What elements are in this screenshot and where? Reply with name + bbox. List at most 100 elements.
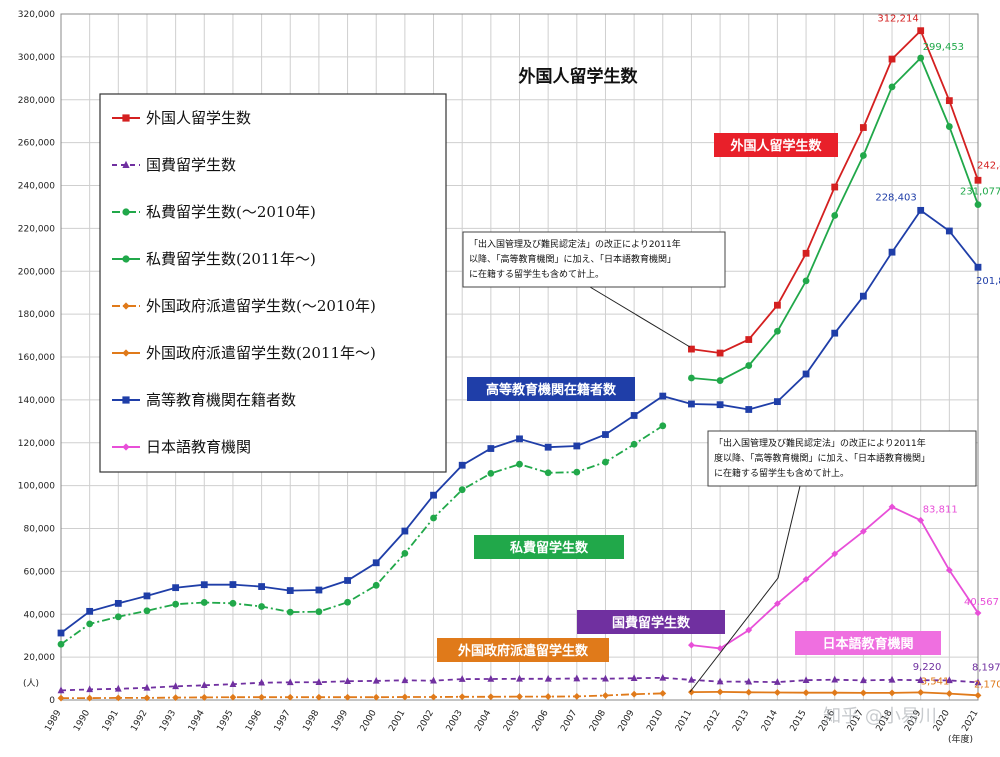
data-point xyxy=(831,675,839,683)
x-tick-label: 1989 xyxy=(43,708,63,733)
plot-border xyxy=(60,13,979,701)
data-point xyxy=(659,392,667,400)
data-point xyxy=(802,370,810,378)
data-point xyxy=(430,491,437,499)
x-tick-label: 2004 xyxy=(473,708,493,733)
x-tick-label: 2000 xyxy=(359,708,379,733)
y-tick-label: 40,000 xyxy=(24,610,56,620)
data-point xyxy=(200,581,208,589)
data-point xyxy=(831,689,839,697)
data-point xyxy=(200,694,208,701)
data-point xyxy=(122,443,130,451)
data-point xyxy=(831,183,839,191)
data-point xyxy=(602,674,609,682)
series-line xyxy=(57,422,667,648)
series-tag xyxy=(577,610,725,634)
data-point xyxy=(774,327,781,335)
data-label: 8,197 xyxy=(972,662,1000,673)
x-tick-label: 2005 xyxy=(502,709,522,734)
series-line xyxy=(688,27,982,357)
label-layer: 312,214 299,453 242,444 228,403 231,077 201,8… xyxy=(875,14,1000,691)
data-point xyxy=(229,581,237,588)
data-point xyxy=(57,640,65,648)
data-point xyxy=(122,255,130,263)
data-point xyxy=(774,398,781,406)
data-point xyxy=(659,673,667,681)
y-tick-label: 220,000 xyxy=(18,224,55,234)
data-point xyxy=(143,683,151,691)
y-tick-label: 140,000 xyxy=(18,396,55,406)
data-point xyxy=(945,227,953,235)
data-point xyxy=(286,693,294,701)
y-tick-label: 160,000 xyxy=(18,353,55,363)
data-point xyxy=(917,54,925,62)
y-tick-label: 120,000 xyxy=(18,439,55,449)
data-point xyxy=(516,460,523,468)
data-point xyxy=(487,674,495,682)
data-point xyxy=(401,676,409,684)
annotation-text: 「出入国管理及び難民認定法」の改正により2011年 xyxy=(714,437,926,449)
data-point xyxy=(258,603,265,610)
x-tick-label: 2021 xyxy=(960,709,980,734)
data-point xyxy=(831,212,839,219)
data-point xyxy=(831,550,839,558)
data-point xyxy=(229,680,237,687)
data-point xyxy=(945,123,953,130)
data-point xyxy=(458,693,466,701)
data-point xyxy=(114,694,122,702)
data-point xyxy=(716,401,724,409)
data-point xyxy=(573,442,581,450)
x-tick-label: 2014 xyxy=(760,708,780,733)
data-point xyxy=(945,690,953,697)
data-point xyxy=(888,689,896,697)
series-path xyxy=(60,425,664,646)
y-tick-label: 320,000 xyxy=(18,10,55,20)
data-point xyxy=(487,470,495,477)
data-point xyxy=(774,678,781,685)
data-point xyxy=(57,694,65,702)
y-tick-label: 200,000 xyxy=(18,267,55,277)
data-point xyxy=(458,486,466,494)
x-tick-label: 1997 xyxy=(273,709,293,734)
annotation-box xyxy=(462,231,726,288)
data-point xyxy=(200,681,208,689)
data-point xyxy=(372,559,380,567)
data-label: 3,541 xyxy=(921,676,950,687)
data-point xyxy=(122,208,130,216)
data-point xyxy=(974,678,982,686)
x-tick-label: 1996 xyxy=(244,708,264,733)
data-point xyxy=(315,678,323,685)
x-tick-label: 1992 xyxy=(129,709,149,734)
x-tick-label: 1990 xyxy=(72,708,92,733)
chart-title: 外国人留学生数 xyxy=(519,66,639,87)
data-point xyxy=(86,607,94,615)
data-point xyxy=(917,689,925,696)
data-point xyxy=(315,586,323,594)
annotation-leader xyxy=(589,286,691,348)
data-point xyxy=(774,600,781,607)
legend-label: 私費留学生数(～2010年) xyxy=(146,203,316,221)
x-tick-label: 2010 xyxy=(645,708,665,733)
x-tick-label: 1991 xyxy=(101,709,121,734)
series-tag-label: 外国人留学生数 xyxy=(729,138,822,154)
y-tick-label: 240,000 xyxy=(18,182,55,192)
data-point xyxy=(688,400,695,408)
data-label: 299,453 xyxy=(923,42,964,53)
series-line xyxy=(688,688,982,699)
data-point xyxy=(688,345,695,353)
data-point xyxy=(122,349,130,357)
watermark: 知乎 @小易川 xyxy=(823,706,937,727)
data-point xyxy=(716,688,724,696)
series-tag-label: 日本語教育機関 xyxy=(822,636,913,652)
data-point xyxy=(143,592,151,600)
x-tick-label: 2009 xyxy=(617,708,637,733)
x-tick-label: 2001 xyxy=(387,709,407,734)
data-point xyxy=(122,396,130,404)
data-label: 2,170 xyxy=(974,679,1000,690)
x-tick-label: 2013 xyxy=(731,709,751,734)
data-point xyxy=(630,674,638,682)
data-point xyxy=(573,692,581,700)
data-point xyxy=(114,613,122,621)
data-point xyxy=(974,691,982,699)
